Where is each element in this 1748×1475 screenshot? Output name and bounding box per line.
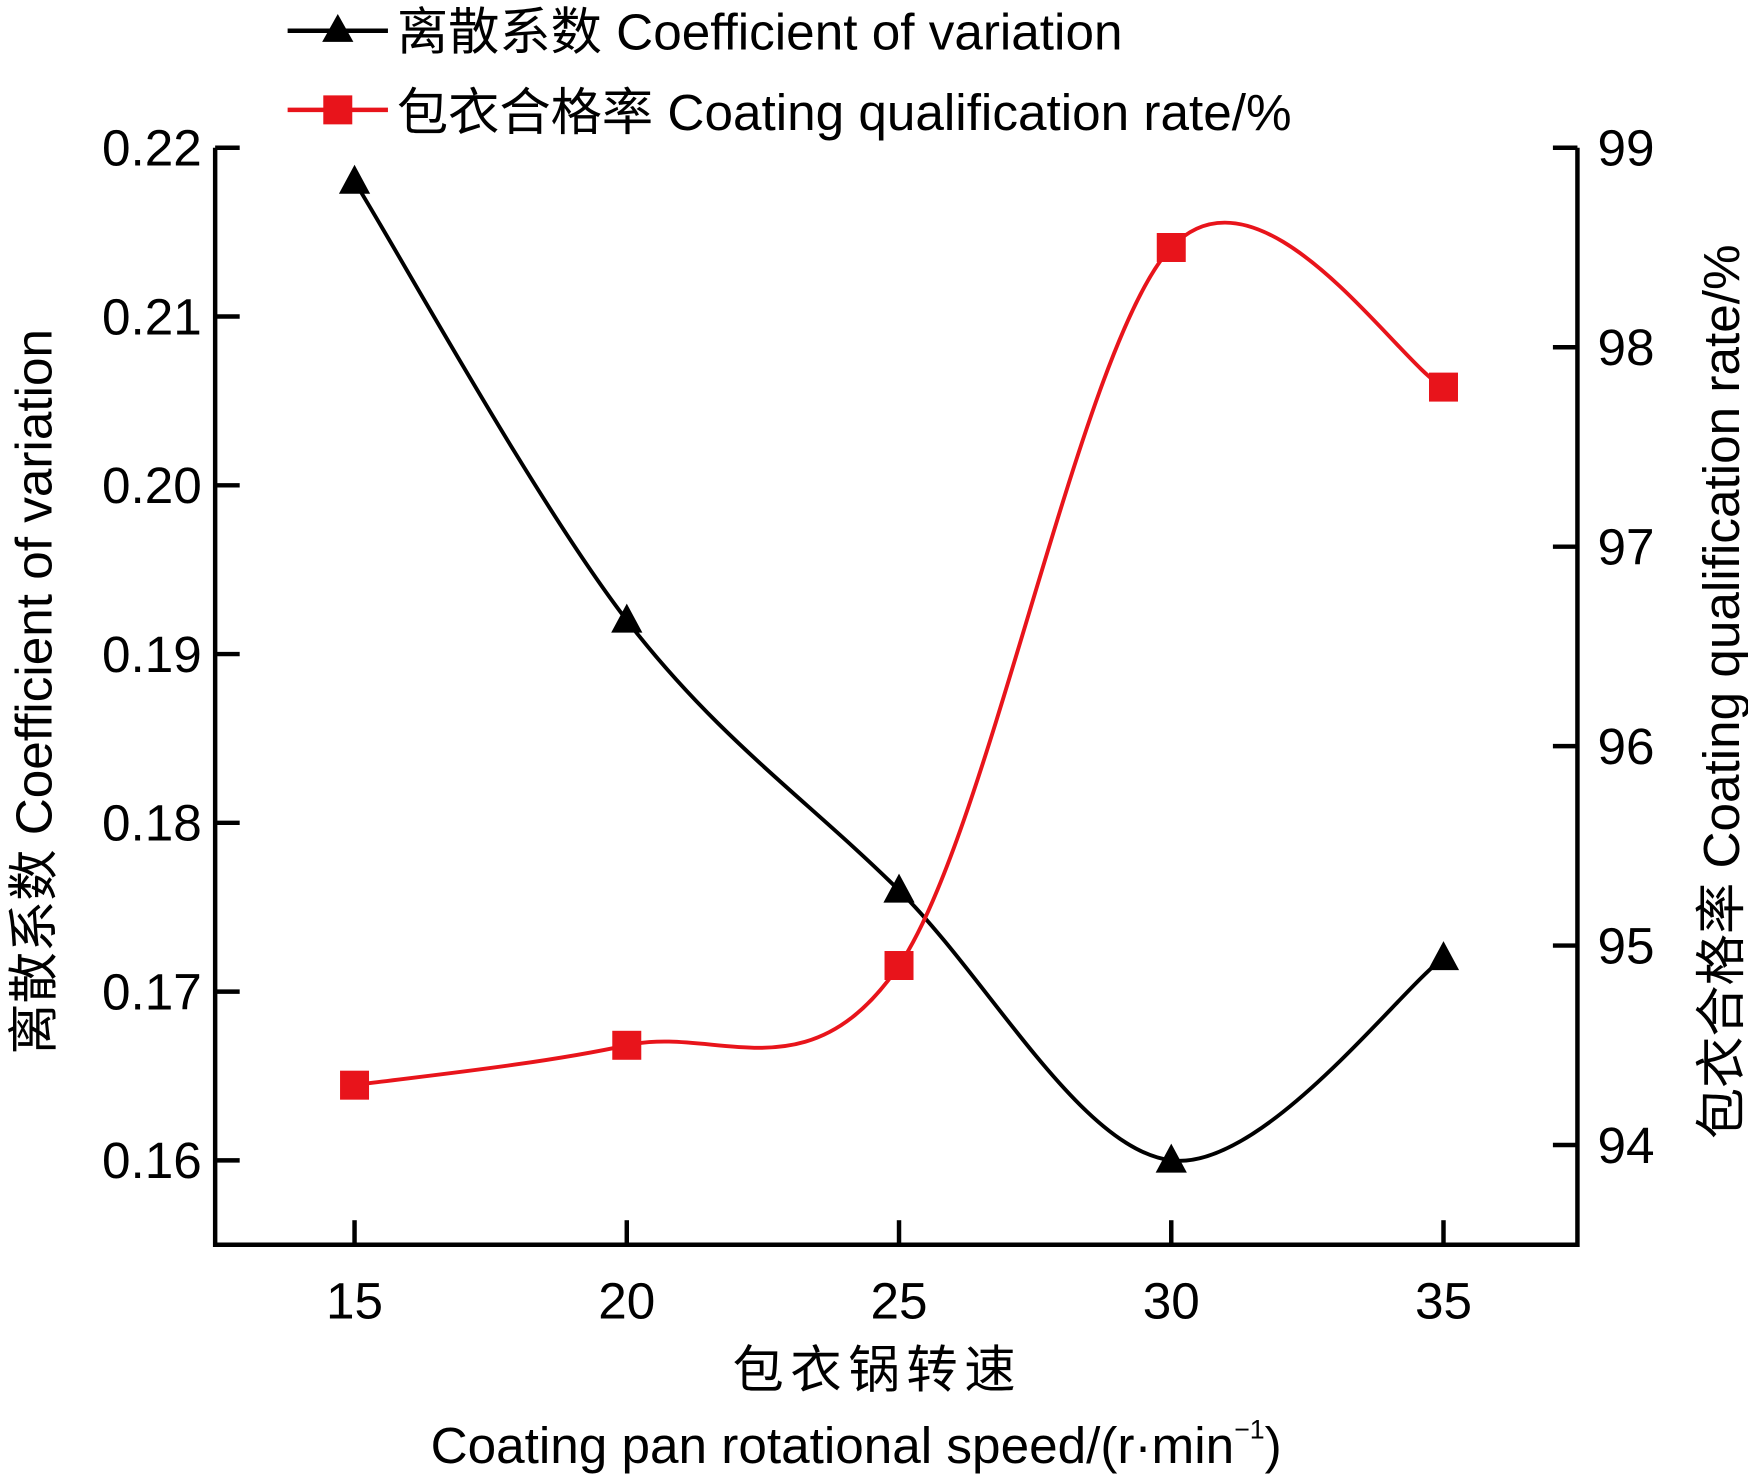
- y-left-tick-label: 0.16: [102, 1132, 202, 1189]
- legend: 离散系数 Coefficient of variation 包衣合格率 Coat…: [287, 4, 1292, 141]
- y-right-tick-label: 97: [1598, 519, 1655, 576]
- data-point-square: [340, 1070, 370, 1100]
- x-axis-label-sup: −1: [1234, 1415, 1265, 1445]
- data-point-square: [1429, 372, 1458, 402]
- data-point-triangle: [883, 873, 915, 903]
- data-point-square: [884, 951, 914, 980]
- axis-frame: [212, 147, 1580, 1247]
- x-axis-label-en: Coating pan rotational speed/(r·min−1): [431, 1415, 1282, 1475]
- x-tick-label: 20: [598, 1272, 655, 1329]
- data-point-triangle: [1155, 1143, 1187, 1173]
- x-axis-label-en-main: Coating pan rotational speed/(r·min: [431, 1417, 1235, 1474]
- x-tick-label: 15: [326, 1272, 383, 1329]
- y-axis-left-label: 离散系数 Coefficient of variation: [5, 329, 62, 1055]
- y-left-tick-label: 0.21: [102, 288, 202, 345]
- y-left-tick-label: 0.18: [102, 795, 202, 852]
- y-right-tick-label: 95: [1598, 917, 1655, 974]
- legend-marker-square: [323, 95, 353, 125]
- legend-label-rate: 包衣合格率 Coating qualification rate/%: [397, 84, 1292, 141]
- y-left-tick-label: 0.17: [102, 963, 202, 1020]
- x-tick-label: 25: [871, 1272, 928, 1329]
- x-axis-label-close: ): [1265, 1417, 1282, 1474]
- x-tick-label: 35: [1415, 1272, 1472, 1329]
- x-axis-label-cn: 包衣锅转速: [732, 1341, 1022, 1398]
- y-right-tick-label: 94: [1598, 1117, 1655, 1174]
- y-left-tick-label: 0.22: [102, 120, 202, 177]
- data-point-triangle: [611, 603, 643, 633]
- y-right-tick-label: 96: [1598, 718, 1655, 775]
- series-layer: [338, 164, 1460, 1173]
- legend-marker-triangle: [322, 13, 354, 42]
- data-point-square: [612, 1030, 642, 1060]
- series-line-rate: [354, 220, 1445, 1088]
- y-left-tick-label: 0.19: [102, 626, 202, 683]
- y-axis-right-label: 包衣合格率 Coating qualification rate/%: [1693, 244, 1748, 1139]
- y-left-tick-label: 0.20: [102, 457, 202, 514]
- y-right-tick-label: 98: [1598, 319, 1655, 376]
- series-line-cv: [352, 180, 1445, 1163]
- data-point-square: [1156, 233, 1186, 262]
- data-point-triangle: [1427, 941, 1460, 971]
- y-right-tick-label: 99: [1598, 120, 1655, 177]
- x-tick-label: 30: [1143, 1272, 1200, 1329]
- axes: 15 20 25 30 35 0.16 0.17 0.18 0.19 0.20 0.21 0.22 94…: [102, 120, 1655, 1330]
- data-point-triangle: [338, 164, 371, 194]
- legend-label-cv: 离散系数 Coefficient of variation: [397, 4, 1123, 61]
